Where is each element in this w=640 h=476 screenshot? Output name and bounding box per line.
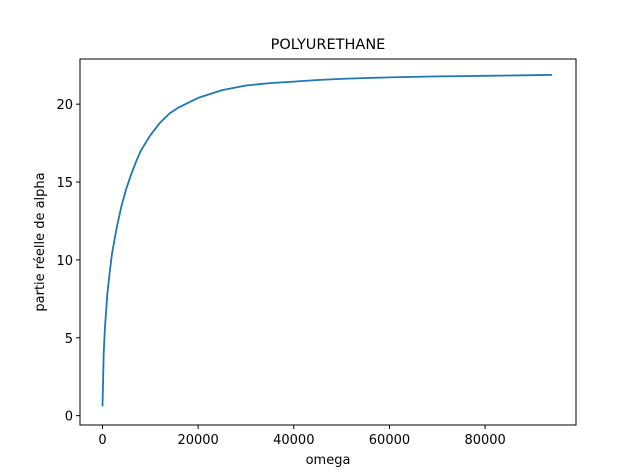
- chart-title: POLYURETHANE: [271, 37, 386, 53]
- x-tick-label: 40000: [273, 433, 314, 448]
- x-tick-label: 60000: [369, 433, 410, 448]
- x-tick-label: 20000: [177, 433, 218, 448]
- y-tick-label: 20: [56, 98, 73, 113]
- y-axis-label: partie réelle de alpha: [33, 172, 48, 311]
- y-axis-ticks: 0 5 10 15 20: [56, 98, 80, 425]
- series-line: [101, 74, 553, 407]
- y-tick-label: 5: [65, 332, 73, 347]
- plot-frame: [79, 58, 577, 426]
- y-tick-label: 0: [65, 410, 73, 425]
- x-axis-label: omega: [306, 453, 351, 468]
- x-tick-label: 0: [98, 433, 106, 448]
- plot-area: [101, 74, 553, 407]
- y-tick-label: 10: [56, 254, 73, 269]
- x-tick-label: 80000: [464, 433, 505, 448]
- y-tick-label: 15: [56, 176, 73, 191]
- x-axis-ticks: 0 20000 40000 60000 80000: [98, 425, 506, 448]
